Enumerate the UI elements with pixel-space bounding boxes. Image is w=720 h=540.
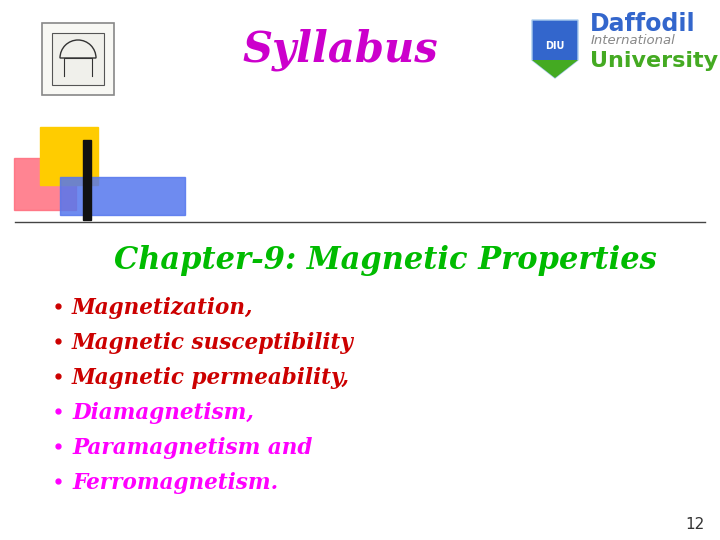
Bar (14, 158, 76, 210)
Text: Magnetic susceptibility: Magnetic susceptibility (72, 332, 354, 354)
Polygon shape (532, 60, 578, 78)
Bar (40, 127, 98, 185)
Bar (42, 23, 114, 95)
Text: International: International (591, 35, 676, 48)
Text: DIU: DIU (545, 41, 564, 51)
Text: Chapter-9: Magnetic Properties: Chapter-9: Magnetic Properties (114, 245, 657, 275)
Text: Ferromagnetism.: Ferromagnetism. (72, 472, 278, 494)
Polygon shape (532, 20, 578, 78)
Text: Magnetic permeability,: Magnetic permeability, (72, 367, 350, 389)
Bar (83, 140, 91, 220)
Bar (60, 177, 185, 215)
Text: Syllabus: Syllabus (242, 29, 438, 71)
Text: 12: 12 (685, 517, 705, 532)
Text: University: University (590, 51, 718, 71)
Text: Magnetization,: Magnetization, (72, 297, 253, 319)
Text: Daffodil: Daffodil (590, 12, 696, 36)
Text: Diamagnetism,: Diamagnetism, (72, 402, 254, 424)
Bar (52, 33, 104, 85)
Text: Paramagnetism and: Paramagnetism and (72, 437, 312, 459)
